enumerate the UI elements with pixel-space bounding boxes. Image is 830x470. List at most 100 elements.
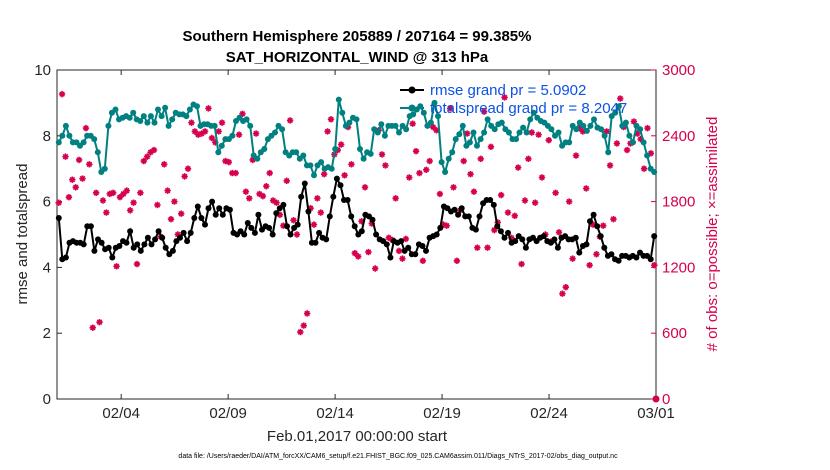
spread-point — [332, 146, 339, 152]
rmse-point — [216, 205, 223, 212]
obs-point — [385, 234, 393, 241]
rmse-point — [597, 233, 604, 240]
obs-point — [504, 209, 512, 216]
spread-point — [318, 159, 325, 166]
spread-point — [140, 113, 147, 120]
spread-point — [591, 116, 597, 123]
spread-point — [183, 113, 190, 120]
rmse-point — [583, 241, 590, 248]
spread-point — [218, 142, 225, 149]
rmse-point — [141, 241, 148, 248]
obs-point — [572, 152, 580, 159]
rmse-point — [554, 244, 561, 251]
spread-point — [194, 103, 200, 110]
obs-point — [463, 130, 471, 137]
spread-point — [516, 129, 523, 136]
obs-point — [443, 222, 450, 229]
obs-point — [600, 222, 607, 229]
spread-point — [498, 119, 505, 126]
rmse-point — [198, 215, 205, 221]
obs-point — [205, 105, 212, 112]
spread-point — [215, 149, 222, 156]
rmse-point — [159, 234, 166, 241]
right-y-tick-label: 1200 — [662, 259, 695, 276]
obs-point — [133, 260, 141, 268]
spread-point — [137, 118, 144, 124]
rmse-point — [144, 234, 151, 241]
spread-point — [254, 155, 261, 162]
rmse-point — [180, 229, 187, 236]
obs-point — [188, 119, 195, 126]
spread-point — [80, 139, 87, 146]
rmse-point — [476, 213, 483, 220]
obs-point — [637, 135, 644, 143]
rmse-point — [348, 213, 355, 220]
rmse-point — [109, 254, 116, 261]
rmse-point — [62, 254, 69, 261]
rmse-point — [487, 197, 494, 203]
spread-point — [261, 146, 268, 152]
obs-point — [606, 162, 614, 169]
obs-point — [450, 184, 457, 191]
rmse-point — [55, 215, 62, 221]
spread-point — [637, 126, 644, 133]
obs-point — [392, 195, 399, 202]
rmse-point — [419, 243, 426, 249]
obs-point — [113, 263, 120, 270]
obs-point — [402, 235, 410, 243]
obs-point — [368, 220, 376, 227]
obs-point — [337, 141, 345, 148]
obs-point — [589, 221, 597, 228]
obs-point — [174, 231, 182, 238]
obs-point — [644, 124, 651, 132]
obs-point — [150, 146, 158, 154]
spread-point — [505, 129, 512, 136]
obs-point — [300, 322, 307, 329]
obs-point — [514, 164, 522, 171]
rmse-point — [398, 238, 405, 245]
spread-point — [615, 103, 622, 110]
rmse-point — [387, 254, 394, 261]
obs-point — [195, 131, 202, 138]
obs-point — [477, 155, 484, 163]
obs-point — [412, 147, 420, 155]
spread-point — [573, 126, 580, 133]
rmse-point — [205, 205, 212, 212]
obs-point — [474, 244, 481, 251]
obs-point — [256, 190, 263, 198]
obs-point — [99, 197, 107, 204]
obs-point — [79, 175, 86, 182]
obs-point — [314, 195, 321, 202]
obs-point — [72, 184, 79, 191]
obs-point — [154, 201, 161, 209]
legend-spread-label: totalspread grand pr = 8.2047 — [430, 100, 627, 117]
spread-point — [91, 136, 98, 143]
rmse-point — [226, 206, 233, 213]
spread-point — [165, 122, 172, 129]
legend-spread-marker-icon — [408, 104, 416, 112]
obs-point — [372, 265, 379, 272]
obs-point — [351, 249, 358, 257]
obs-point — [610, 215, 617, 223]
rmse-point — [316, 229, 323, 236]
obs-point — [630, 118, 638, 125]
obs-point — [116, 194, 124, 201]
rmse-point — [458, 205, 465, 212]
spread-point — [527, 116, 534, 123]
rmse-point — [184, 238, 191, 245]
rmse-point — [248, 224, 255, 231]
obs-point — [406, 174, 413, 181]
obs-point — [103, 209, 110, 216]
obs-point — [249, 156, 256, 164]
spread-point — [651, 169, 658, 175]
rmse-point — [91, 247, 98, 254]
rmse-point — [423, 247, 429, 254]
spread-point — [300, 152, 307, 159]
obs-point — [92, 189, 100, 197]
rmse-point — [608, 251, 615, 258]
obs-point — [470, 188, 478, 195]
spread-point — [126, 114, 133, 121]
obs-point — [511, 212, 518, 220]
rmse-point — [540, 233, 547, 240]
obs-point — [453, 257, 461, 265]
